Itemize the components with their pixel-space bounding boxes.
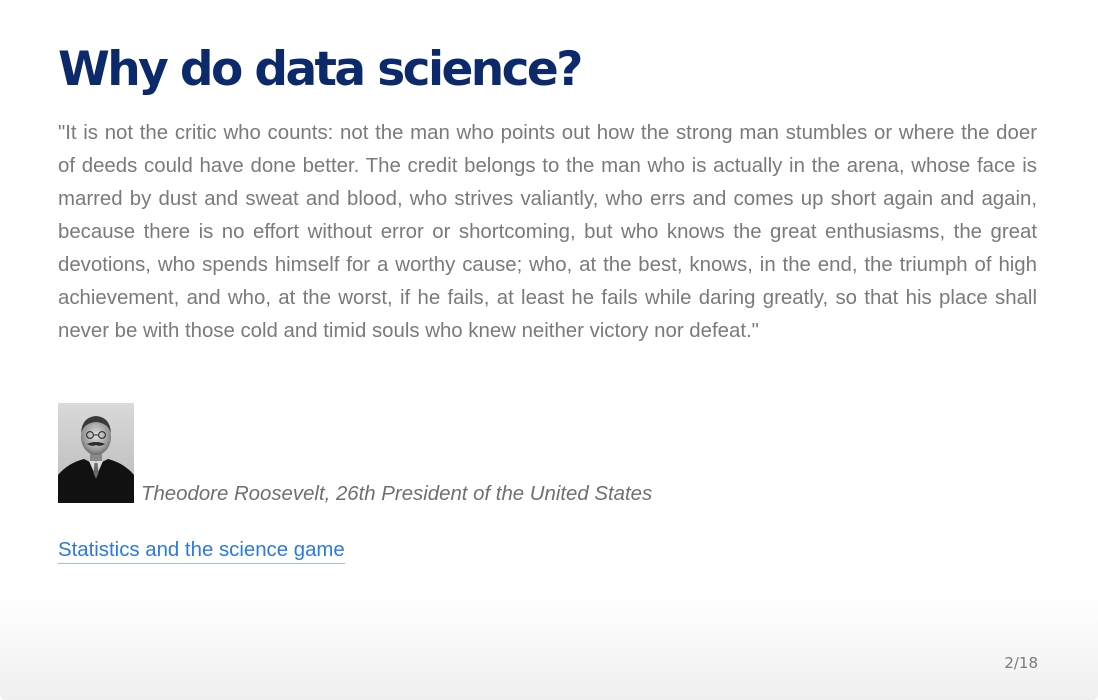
attribution-caption: Theodore Roosevelt, 26th President of th… [141, 483, 653, 505]
slide-number: 2/18 [1004, 654, 1038, 672]
science-game-link[interactable]: Statistics and the science game [58, 537, 345, 564]
attribution: Theodore Roosevelt, 26th President of th… [58, 403, 653, 505]
portrait-image [58, 403, 134, 503]
roosevelt-quote: "It is not the critic who counts: not th… [58, 122, 1037, 342]
slide-title: Why do data science? [58, 42, 583, 97]
